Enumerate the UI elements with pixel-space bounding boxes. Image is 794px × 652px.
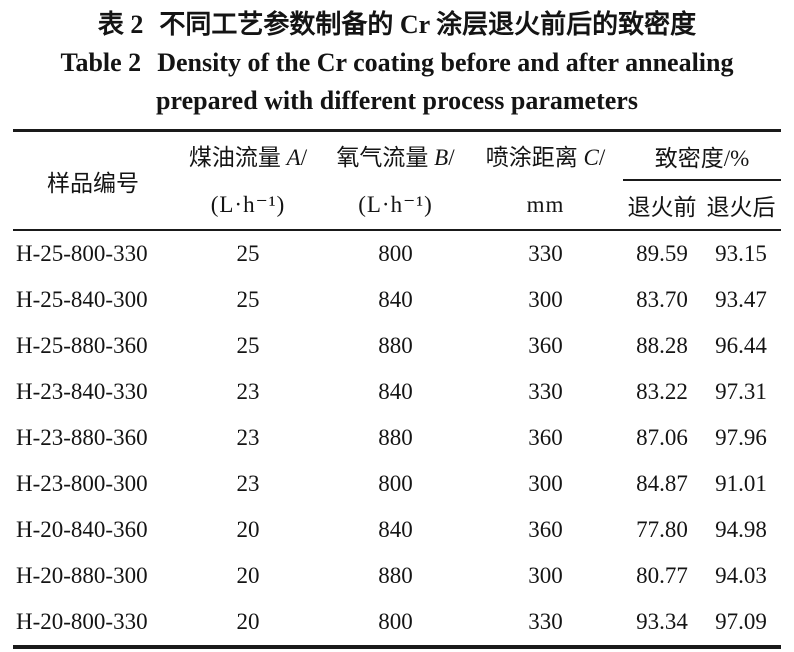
- cell-kerosene: 20: [236, 609, 260, 634]
- cell-before: 89.59: [636, 241, 688, 266]
- cell-before: 88.28: [636, 333, 688, 358]
- cell-sample: H-20-800-330: [16, 609, 148, 634]
- table-number-en: Table 2: [60, 48, 142, 77]
- header-distance-slash: /: [598, 144, 606, 170]
- cell-after: 94.98: [715, 517, 767, 542]
- cell-distance: 300: [528, 287, 563, 312]
- cell-oxygen: 880: [378, 333, 413, 358]
- cell-kerosene: 25: [236, 333, 260, 358]
- cell-distance: 330: [528, 379, 563, 404]
- cell-distance: 300: [528, 563, 563, 588]
- header-distance-label: 喷涂距离: [485, 144, 584, 170]
- cell-sample: H-20-880-300: [16, 563, 148, 588]
- caption-en-line1: Table 2 Density of the Cr coating before …: [0, 44, 794, 82]
- cell-kerosene: 23: [236, 379, 260, 404]
- caption-en-line2: prepared with different process paramete…: [156, 86, 638, 115]
- cell-kerosene: 23: [236, 471, 260, 496]
- table-header: 样品编号 煤油流量 A/ (L·h⁻¹) 氧气流量 B/ (L·h⁻¹) 喷涂距…: [13, 130, 781, 231]
- cell-kerosene: 20: [236, 517, 260, 542]
- header-kerosene-slash: /: [300, 144, 308, 170]
- cell-after: 91.01: [715, 471, 767, 496]
- cell-before: 93.34: [636, 609, 688, 634]
- cell-distance: 300: [528, 471, 563, 496]
- cell-oxygen: 840: [378, 517, 413, 542]
- cell-kerosene: 20: [236, 563, 260, 588]
- header-sample-id: 样品编号: [13, 130, 173, 231]
- cell-distance: 330: [528, 609, 563, 634]
- cell-sample: H-25-880-360: [16, 333, 148, 358]
- table-row: H-23-800-300 23 800 300 84.87 91.01: [13, 461, 781, 507]
- header-before-annealing: 退火前: [623, 180, 701, 231]
- header-density-group: 致密度/%: [623, 130, 781, 181]
- cell-distance: 360: [528, 333, 563, 358]
- cell-sample: H-20-840-360: [16, 517, 148, 542]
- cell-sample: H-23-840-330: [16, 379, 148, 404]
- cell-after: 97.09: [715, 609, 767, 634]
- cell-oxygen: 880: [378, 425, 413, 450]
- caption-zh-text: 不同工艺参数制备的 Cr 涂层退火前后的致密度: [159, 10, 697, 39]
- cell-oxygen: 880: [378, 563, 413, 588]
- cell-oxygen: 800: [378, 471, 413, 496]
- cell-distance: 360: [528, 425, 563, 450]
- table-row: H-20-880-300 20 880 300 80.77 94.03: [13, 553, 781, 599]
- caption-zh: 表 2 不同工艺参数制备的 Cr 涂层退火前后的致密度: [0, 6, 794, 44]
- cell-after: 94.03: [715, 563, 767, 588]
- cell-after: 93.15: [715, 241, 767, 266]
- cell-before: 84.87: [636, 471, 688, 496]
- table-row: H-20-800-330 20 800 330 93.34 97.09: [13, 599, 781, 647]
- table-row: H-23-840-330 23 840 330 83.22 97.31: [13, 369, 781, 415]
- header-spray-distance: 喷涂距离 C/ mm: [468, 130, 623, 231]
- cell-oxygen: 800: [378, 241, 413, 266]
- cell-sample: H-23-800-300: [16, 471, 148, 496]
- cell-after: 97.31: [715, 379, 767, 404]
- cell-kerosene: 23: [236, 425, 260, 450]
- header-oxygen-unit: (L·h⁻¹): [358, 191, 433, 217]
- cell-kerosene: 25: [236, 287, 260, 312]
- cell-before: 83.70: [636, 287, 688, 312]
- cell-after: 97.96: [715, 425, 767, 450]
- density-table: 样品编号 煤油流量 A/ (L·h⁻¹) 氧气流量 B/ (L·h⁻¹) 喷涂距…: [13, 129, 781, 649]
- cell-distance: 360: [528, 517, 563, 542]
- table-body: H-25-800-330 25 800 330 89.59 93.15 H-25-840-3…: [13, 230, 781, 647]
- header-kerosene-unit: (L·h⁻¹): [210, 191, 286, 217]
- cell-after: 96.44: [715, 333, 767, 358]
- factor-a: A: [286, 144, 301, 170]
- header-kerosene-label: 煤油流量: [188, 144, 287, 170]
- table-row: H-25-880-360 25 880 360 88.28 96.44: [13, 323, 781, 369]
- table-caption: 表 2 不同工艺参数制备的 Cr 涂层退火前后的致密度 Table 2 Densit…: [0, 0, 794, 120]
- cell-distance: 330: [528, 241, 563, 266]
- header-after-annealing: 退火后: [701, 180, 781, 231]
- cell-oxygen: 800: [378, 609, 413, 634]
- table-row: H-25-840-300 25 840 300 83.70 93.47: [13, 277, 781, 323]
- table-row: H-23-880-360 23 880 360 87.06 97.96: [13, 415, 781, 461]
- cell-before: 77.80: [636, 517, 688, 542]
- cell-kerosene: 25: [236, 241, 260, 266]
- table-number-zh: 表 2: [97, 10, 144, 39]
- cell-after: 93.47: [715, 287, 767, 312]
- caption-en-text: Density of the Cr coating before and aft…: [157, 48, 734, 77]
- factor-c: C: [583, 144, 599, 170]
- cell-oxygen: 840: [378, 379, 413, 404]
- header-oxygen-label: 氧气流量: [336, 144, 435, 170]
- factor-b: B: [434, 144, 449, 170]
- header-oxygen-flow: 氧气流量 B/ (L·h⁻¹): [323, 130, 468, 231]
- cell-sample: H-25-800-330: [16, 241, 148, 266]
- header-kerosene-flow: 煤油流量 A/ (L·h⁻¹): [173, 130, 323, 231]
- cell-before: 87.06: [636, 425, 688, 450]
- header-distance-unit: mm: [526, 191, 565, 217]
- cell-before: 83.22: [636, 379, 688, 404]
- cell-before: 80.77: [636, 563, 688, 588]
- table-row: H-20-840-360 20 840 360 77.80 94.98: [13, 507, 781, 553]
- header-oxygen-slash: /: [448, 144, 455, 170]
- table-row: H-25-800-330 25 800 330 89.59 93.15: [13, 230, 781, 277]
- cell-sample: H-23-880-360: [16, 425, 148, 450]
- cell-oxygen: 840: [378, 287, 413, 312]
- cell-sample: H-25-840-300: [16, 287, 148, 312]
